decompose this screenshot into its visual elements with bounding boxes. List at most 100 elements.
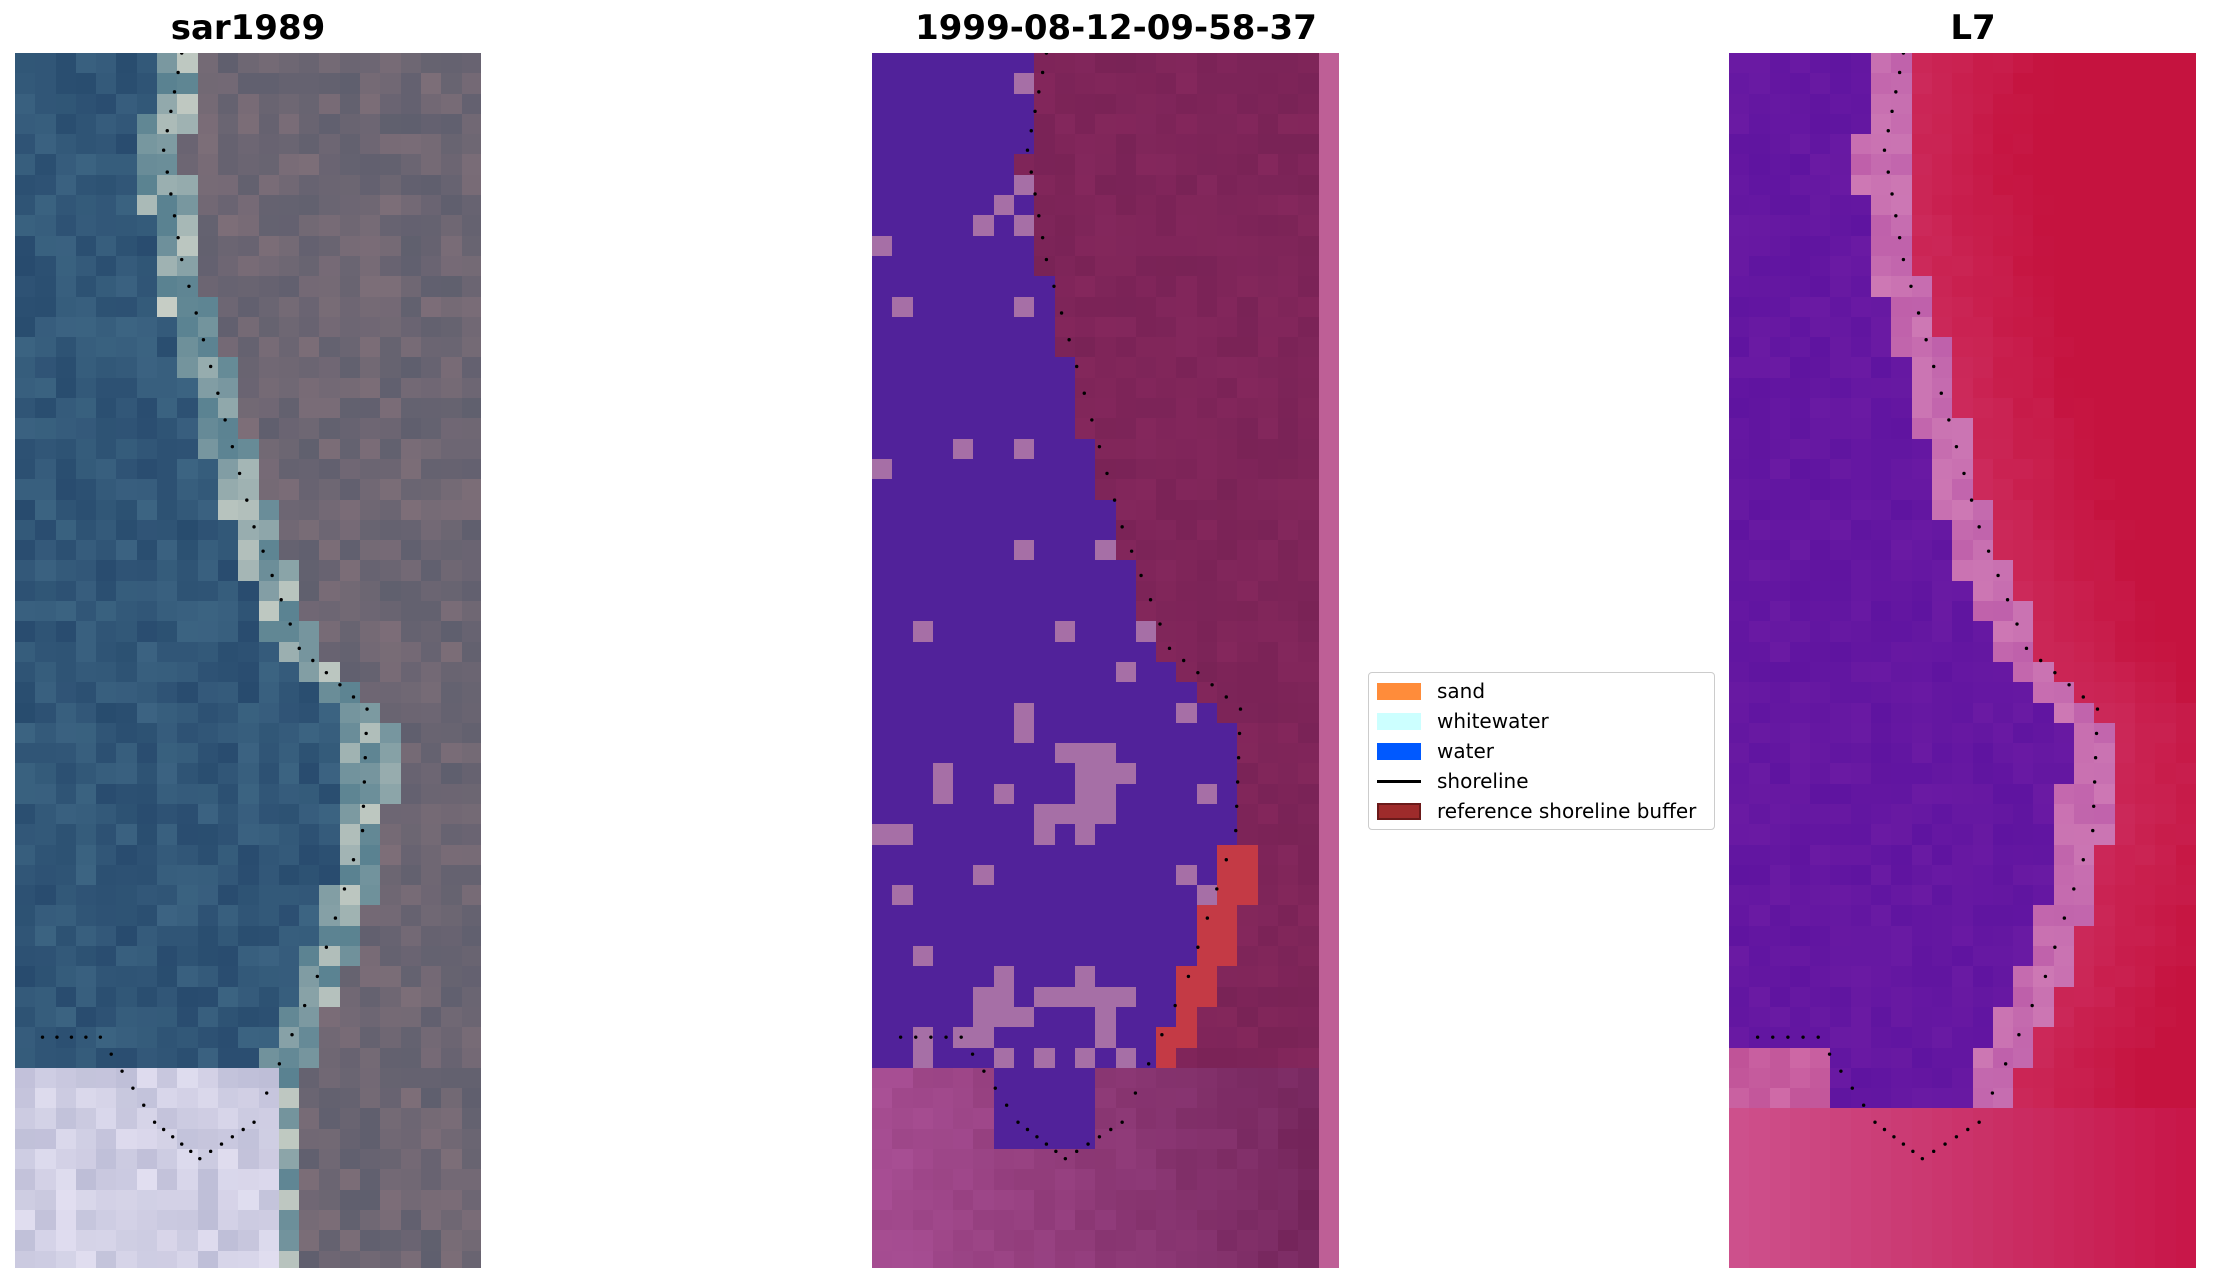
pixel <box>1257 1189 1278 1210</box>
pixel <box>1789 174 1811 196</box>
pixel <box>993 499 1015 520</box>
pixel <box>2134 1027 2156 1048</box>
pixel <box>1952 1088 1973 1109</box>
pixel <box>1992 1169 2014 1190</box>
pixel <box>1789 1006 1811 1028</box>
pixel <box>2114 519 2135 541</box>
pixel <box>55 763 76 784</box>
pixel <box>1014 641 1035 662</box>
pixel <box>1156 1209 1177 1231</box>
pixel <box>2094 1047 2115 1068</box>
pixel <box>912 621 933 642</box>
pixel <box>1257 93 1278 114</box>
pixel <box>299 824 320 845</box>
pixel <box>116 1006 137 1028</box>
pixel <box>319 195 340 216</box>
pixel <box>2033 1250 2054 1268</box>
pixel <box>55 1088 76 1109</box>
pixel <box>1257 540 1278 561</box>
pixel <box>360 1108 381 1129</box>
pixel <box>238 661 259 683</box>
pixel <box>1014 1067 1035 1089</box>
pixel <box>177 337 198 358</box>
pixel <box>953 824 974 845</box>
pixel <box>258 458 279 480</box>
pixel <box>2053 1128 2075 1150</box>
pixel <box>1257 53 1278 74</box>
pixel <box>953 946 974 967</box>
pixel <box>1830 316 1851 338</box>
pixel <box>1156 966 1177 987</box>
pixel <box>1749 661 1770 683</box>
pixel <box>993 1149 1015 1170</box>
pixel <box>441 337 462 358</box>
pixel <box>1749 479 1770 500</box>
pixel <box>217 1149 239 1170</box>
pixel <box>441 255 462 277</box>
pixel <box>1277 1169 1299 1190</box>
pixel <box>258 621 279 642</box>
pixel <box>380 682 401 703</box>
pixel <box>1972 783 1993 804</box>
pixel <box>1871 844 1892 865</box>
pixel <box>2094 255 2115 277</box>
pixel <box>319 377 340 399</box>
pixel <box>1156 154 1177 175</box>
shoreline-point <box>1112 498 1117 502</box>
shoreline-point <box>1236 756 1241 760</box>
pixel <box>2114 235 2135 256</box>
shoreline-point <box>302 1003 307 1008</box>
pixel <box>1749 398 1770 419</box>
pixel <box>2114 195 2135 216</box>
pixel <box>1952 418 1973 439</box>
pixel <box>1196 195 1218 216</box>
pixel <box>2094 1189 2115 1210</box>
pixel <box>278 215 300 236</box>
shoreline-point <box>2024 646 2029 651</box>
pixel <box>400 682 421 703</box>
pixel <box>1054 540 1075 561</box>
pixel <box>15 215 36 236</box>
pixel <box>339 946 361 967</box>
pixel <box>892 966 913 987</box>
pixel <box>420 134 442 155</box>
pixel <box>258 1189 279 1210</box>
pixel <box>2094 377 2115 399</box>
pixel <box>892 1128 913 1150</box>
pixel <box>1931 458 1953 480</box>
pixel <box>299 783 320 804</box>
pixel <box>872 479 893 500</box>
shoreline-point <box>2017 1033 2021 1037</box>
pixel <box>55 1108 76 1129</box>
pixel <box>197 661 218 683</box>
pixel <box>932 1189 954 1210</box>
pixel <box>2053 560 2075 581</box>
pixel <box>1891 215 1912 236</box>
pixel <box>1789 905 1811 926</box>
pixel <box>299 154 320 175</box>
pixel <box>1196 986 1218 1007</box>
pixel <box>1830 519 1851 541</box>
pixel <box>400 316 421 338</box>
pixel <box>932 1088 954 1109</box>
pixel <box>461 1230 481 1251</box>
pixel <box>1115 398 1136 419</box>
pixel <box>2175 398 2196 419</box>
pixel <box>1034 418 1055 439</box>
pixel <box>1135 93 1157 114</box>
pixel <box>1729 1027 1750 1048</box>
pixel <box>35 195 56 216</box>
pixel <box>1789 1189 1811 1210</box>
pixel <box>339 966 361 987</box>
pixel <box>1749 1169 1770 1190</box>
pixel <box>441 235 462 256</box>
shoreline-point <box>194 311 198 315</box>
pixel <box>258 418 279 439</box>
pixel <box>177 235 198 256</box>
pixel <box>319 661 340 683</box>
pixel <box>217 1230 239 1251</box>
pixel <box>1318 357 1339 378</box>
pixel <box>1810 864 1831 886</box>
pixel <box>2053 458 2075 480</box>
pixel <box>339 1067 361 1089</box>
